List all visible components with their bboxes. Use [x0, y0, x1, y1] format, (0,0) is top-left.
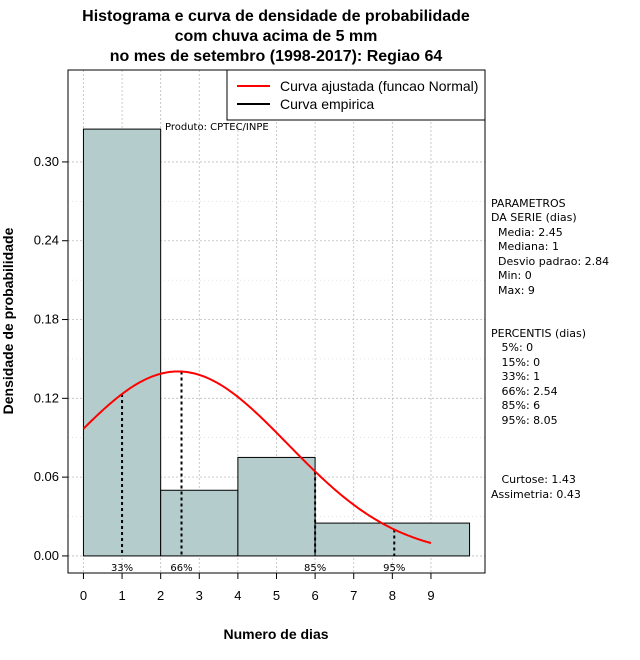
histogram-bars	[82, 128, 471, 557]
percentile-markers: 33% 66% 85% 95%	[111, 371, 405, 574]
percentil-5: 5%: 0	[491, 341, 533, 354]
x-axis-tick-label: 1	[118, 588, 125, 603]
chart-title-line-3: no mes de setembro (1998-2017): Regiao 6…	[110, 48, 443, 65]
param-media: Media: 2.45	[491, 226, 563, 239]
x-axis-tick-label: 4	[234, 588, 241, 603]
y-axis-tick-label: 0.30	[34, 154, 59, 169]
x-axis-tick-label: 3	[196, 588, 203, 603]
percentile-marker-label: 85%	[304, 563, 326, 574]
percentil-33: 33%: 1	[491, 370, 540, 383]
percentile-marker-label: 33%	[111, 563, 133, 574]
param-desvio: Desvio padrao: 2.84	[491, 255, 609, 268]
legend-label-empirica: Curva empirica	[280, 96, 374, 112]
legend-box	[226, 69, 486, 121]
histogram-bar	[237, 456, 316, 557]
assimetria: Assimetria: 0.43	[491, 488, 581, 501]
x-axis-title: Numero de dias	[223, 626, 328, 642]
percentile-marker-label: 95%	[383, 563, 405, 574]
parametros-heading: PARAMETROS	[491, 197, 566, 210]
y-axis-tick-label: 0.06	[34, 469, 59, 484]
chart-title-line-2: com chuva acima de 5 mm	[175, 28, 378, 45]
axes: 0.00 0.06 0.12 0.18 0.24 0.30 0 1 2 3 4 5 6 7 8 9	[34, 154, 435, 603]
percentis-heading: PERCENTIS (dias)	[491, 327, 586, 340]
x-axis-tick-label: 6	[311, 588, 318, 603]
percentile-marker-label: 66%	[170, 563, 192, 574]
y-axis-title: Densidade de probabilidade	[0, 227, 16, 414]
normal-curve	[82, 370, 432, 544]
chart-title-line-1: Histograma e curva de densidade de proba…	[82, 8, 470, 25]
y-axis-tick-label: 0.24	[34, 233, 59, 248]
x-axis-tick-label: 7	[350, 588, 357, 603]
normal-curve-line	[82, 370, 432, 544]
y-axis-tick-label: 0.12	[34, 390, 59, 405]
legend: Curva ajustada (funcao Normal) Curva emp…	[226, 69, 486, 121]
curtose: Curtose: 1.43	[491, 473, 576, 486]
histogram-bar	[160, 489, 239, 557]
x-axis-tick-label: 5	[273, 588, 280, 603]
x-axis-tick-label: 0	[80, 588, 87, 603]
percentil-95: 95%: 8.05	[491, 414, 558, 427]
x-axis-tick-label: 8	[389, 588, 396, 603]
legend-label-normal: Curva ajustada (funcao Normal)	[280, 78, 478, 94]
parametros-subheading: DA SERIE (dias)	[491, 211, 577, 224]
annotation-produto: Produto: CPTEC/INPE	[165, 122, 269, 133]
y-axis-tick-label: 0.18	[34, 312, 59, 327]
percentil-66: 66%: 2.54	[491, 385, 558, 398]
param-max: Max: 9	[491, 284, 535, 297]
percentil-85: 85%: 6	[491, 399, 540, 412]
x-axis-tick-label: 9	[427, 588, 434, 603]
x-axis-tick-label: 2	[157, 588, 164, 603]
param-min: Min: 0	[491, 269, 532, 282]
percentil-15: 15%: 0	[491, 356, 540, 369]
param-mediana: Mediana: 1	[491, 240, 559, 253]
side-panel: PARAMETROS DA SERIE (dias) Media: 2.45 M…	[491, 197, 609, 501]
y-axis-tick-label: 0.00	[34, 548, 59, 563]
